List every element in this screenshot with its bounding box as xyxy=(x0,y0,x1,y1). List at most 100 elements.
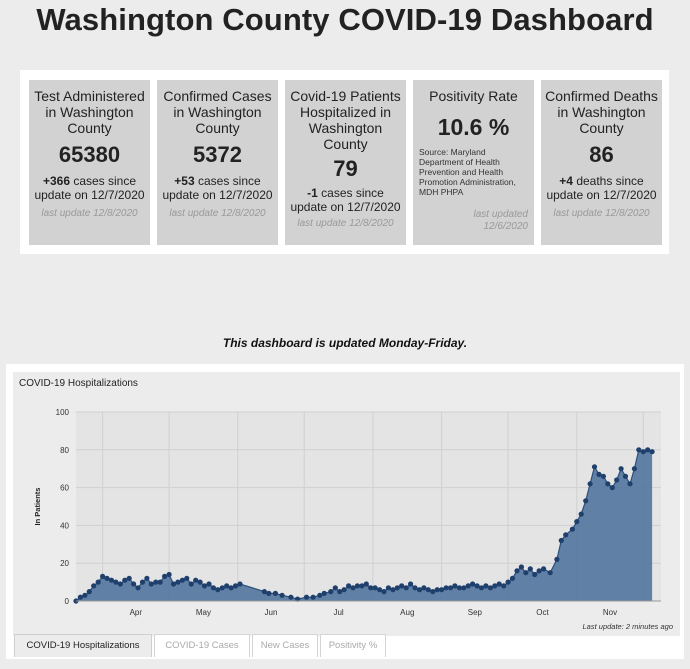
data-point xyxy=(600,473,607,479)
chart-panel: COVID-19 Hospitalizations 0 20 40 60 80 100 Ap… xyxy=(6,364,684,659)
deaths-card-last-update: last update 12/8/2020 xyxy=(553,208,650,219)
hospitalized-card-change-text: cases since update on 12/7/2020 xyxy=(290,186,401,214)
positivity-card: Positivity Rate 10.6 % Source: Maryland … xyxy=(413,80,534,245)
data-point xyxy=(131,581,137,587)
data-point xyxy=(501,583,507,589)
tab-new-cases[interactable]: New Cases xyxy=(252,634,318,657)
data-point xyxy=(100,573,106,579)
data-point xyxy=(126,575,132,581)
data-point xyxy=(527,566,533,572)
positivity-card-last-update-date: 12/6/2020 xyxy=(483,221,529,232)
data-point xyxy=(483,583,489,589)
tab-positivity[interactable]: Positivity % xyxy=(320,634,386,657)
data-point xyxy=(645,447,651,453)
data-point xyxy=(470,581,476,587)
data-point xyxy=(228,585,234,591)
data-point xyxy=(514,568,520,574)
data-point xyxy=(574,519,580,525)
data-point xyxy=(536,568,542,574)
data-point xyxy=(346,583,352,589)
data-point xyxy=(279,592,285,598)
cases-card-value: 5372 xyxy=(193,142,242,167)
data-point xyxy=(162,573,168,579)
data-point xyxy=(295,596,301,602)
deaths-card-value: 86 xyxy=(589,142,614,167)
data-point xyxy=(456,585,462,591)
data-point xyxy=(421,585,427,591)
tests-card-change: +366 cases since update on 12/7/2020 xyxy=(33,174,146,202)
data-point xyxy=(113,579,119,585)
data-point xyxy=(175,579,181,585)
data-point xyxy=(317,592,323,598)
deaths-card-change: +4 deaths since update on 12/7/2020 xyxy=(545,174,658,202)
x-tick-label: Jul xyxy=(333,608,343,617)
cases-card-title: Confirmed Cases in Washington County xyxy=(163,88,272,136)
data-point xyxy=(381,589,387,595)
data-point xyxy=(474,583,480,589)
data-point xyxy=(184,575,190,581)
data-point xyxy=(135,585,141,591)
hospitalized-card-change: -1 cases since update on 12/7/2020 xyxy=(289,186,402,214)
y-tick-label: 20 xyxy=(60,559,69,568)
data-point xyxy=(206,581,212,587)
data-point xyxy=(430,589,436,595)
data-point xyxy=(403,585,409,591)
data-point xyxy=(157,579,163,585)
data-point xyxy=(104,575,110,581)
positivity-card-value: 10.6 % xyxy=(437,114,510,140)
data-point xyxy=(197,579,203,585)
y-tick-label: 40 xyxy=(60,521,69,530)
data-point xyxy=(341,587,347,593)
data-point xyxy=(618,466,624,472)
data-point xyxy=(337,589,343,595)
x-tick-label: Nov xyxy=(603,608,617,617)
tests-card-title: Test Administered in Washington County xyxy=(34,88,145,136)
data-point xyxy=(541,566,547,572)
data-point xyxy=(303,594,310,600)
summary-cards-panel: Test Administered in Washington County 6… xyxy=(20,70,669,254)
data-point xyxy=(359,583,365,589)
data-point xyxy=(614,477,620,483)
data-point xyxy=(569,526,576,532)
data-point xyxy=(591,464,598,470)
data-point xyxy=(77,594,83,600)
positivity-card-source: Source: Maryland Department of Health Pr… xyxy=(419,147,516,197)
tests-card-last-update: last update 12/8/2020 xyxy=(41,208,138,219)
data-point xyxy=(563,532,569,538)
data-point xyxy=(86,589,92,595)
positivity-card-last-update: last updated 12/6/2020 xyxy=(474,209,529,233)
x-tick-label: Aug xyxy=(400,608,414,617)
tab-covid-hospitalizations[interactable]: COVID-19 Hospitalizations xyxy=(14,634,152,657)
data-point xyxy=(188,581,194,587)
cases-card-last-update: last update 12/8/2020 xyxy=(169,208,266,219)
data-point xyxy=(179,577,185,583)
data-point xyxy=(377,587,383,593)
data-point xyxy=(605,481,611,487)
data-point xyxy=(532,571,538,578)
data-point xyxy=(272,590,278,596)
hospitalized-card-title: Covid-19 Patients Hospitalized in Washin… xyxy=(290,88,401,152)
data-point xyxy=(261,589,267,595)
page-title: Washington County COVID-19 Dashboard xyxy=(36,2,654,37)
data-point xyxy=(122,577,128,583)
data-point xyxy=(509,575,516,581)
data-point xyxy=(587,481,593,487)
data-point xyxy=(492,583,498,589)
data-point xyxy=(439,587,445,593)
data-point xyxy=(496,581,502,587)
data-point xyxy=(219,585,225,591)
data-point xyxy=(478,585,485,591)
deaths-card: Confirmed Deaths in Washington County 86… xyxy=(541,80,662,245)
hospitalized-card: Covid-19 Patients Hospitalized in Washin… xyxy=(285,80,406,245)
data-point xyxy=(368,585,374,591)
chart-svg: 0 20 40 60 80 100 Apr May Jun Jul Aug Sep Oct Nov In P… xyxy=(33,408,673,631)
y-tick-label: 0 xyxy=(65,597,70,606)
data-point xyxy=(416,587,423,593)
data-point xyxy=(425,587,431,593)
data-point xyxy=(210,585,216,591)
data-point xyxy=(627,481,633,487)
data-point xyxy=(350,585,356,591)
tab-covid-cases[interactable]: COVID-19 Cases xyxy=(154,634,250,657)
data-point xyxy=(354,583,360,589)
y-tick-label: 80 xyxy=(60,446,69,455)
